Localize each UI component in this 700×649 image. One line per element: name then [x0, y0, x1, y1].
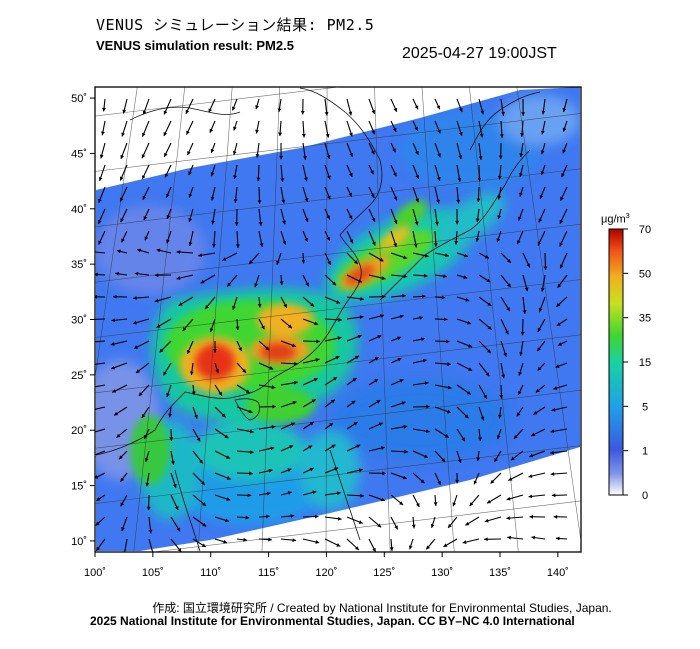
coastline: [174, 469, 201, 552]
timestamp: 2025-04-27 19:00JST: [402, 45, 557, 62]
coastline: [379, 149, 531, 301]
coastlines: [95, 87, 541, 552]
lat-tick-label: 10˚: [71, 536, 87, 548]
colorbar-tick-label: 70: [639, 224, 651, 236]
lon-tick-label: 110˚: [200, 567, 221, 579]
lon-tick-label: 100˚: [84, 567, 106, 579]
wind-vectors: [95, 98, 568, 552]
colorbar-ramp: [608, 228, 624, 496]
lon-tick-label: 140˚: [547, 567, 569, 579]
coastline: [129, 106, 241, 121]
colorbar-tick-label: 1: [642, 446, 648, 458]
lat-tick-label: 25˚: [71, 370, 87, 382]
lat-tick-label: 35˚: [71, 259, 87, 271]
lon-tick-label: 135˚: [489, 567, 511, 579]
lon-tick-label: 115˚: [258, 567, 279, 579]
coastline: [469, 91, 541, 151]
lon-tick-label: 130˚: [431, 567, 453, 579]
axis-ticks: 100˚ 105˚ 110˚ 115˚ 120˚ 125˚ 130˚ 135˚ 140˚ 10˚ 1…: [71, 93, 569, 579]
lon-tick-label: 125˚: [373, 567, 395, 579]
colorbar-tick-label: 35: [639, 313, 651, 325]
lon-tick-label: 120˚: [315, 567, 337, 579]
lat-tick-label: 30˚: [71, 315, 87, 327]
coastline: [234, 398, 260, 421]
credit-line: 作成: 国立環境研究所 / Created by National Instit…: [152, 601, 612, 615]
lat-tick-label: 50˚: [71, 93, 87, 105]
coastline: [95, 87, 383, 456]
lat-tick-label: 20˚: [71, 425, 87, 437]
colorbar-tick-label: 5: [642, 401, 648, 413]
copyright-line: 2025 National Institute for Environmenta…: [90, 614, 575, 628]
colorbar-tick-label: 50: [639, 268, 651, 280]
lat-tick-label: 45˚: [71, 148, 87, 160]
coastline: [329, 449, 361, 541]
colorbar-tick-label: 0: [642, 490, 648, 502]
lon-tick-label: 105˚: [142, 567, 164, 579]
title-japanese: VENUS シミュレーション結果: PM2.5: [96, 16, 375, 34]
title-english: VENUS simulation result: PM2.5: [96, 38, 294, 53]
colorbar-unit: μg/m3: [601, 213, 630, 226]
colorbar-tick-label: 15: [639, 357, 651, 369]
lat-tick-label: 15˚: [71, 481, 87, 493]
lat-tick-label: 40˚: [71, 204, 87, 216]
